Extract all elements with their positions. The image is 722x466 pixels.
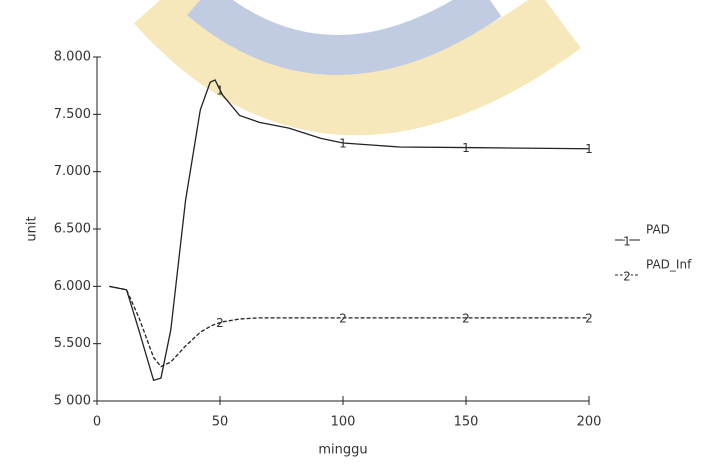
legend-label: PAD xyxy=(646,223,670,237)
y-tick-label: 5.500 xyxy=(54,336,91,351)
x-tick-label: 100 xyxy=(331,415,356,430)
y-tick-label: 6.000 xyxy=(54,279,91,294)
y-tick-label: 7.500 xyxy=(54,107,91,122)
y-tick-label: 6.500 xyxy=(54,222,91,237)
series-marker: 1 xyxy=(216,83,224,97)
series-marker: 2 xyxy=(216,316,224,330)
series-marker: 1 xyxy=(339,137,347,151)
x-axis-label: minggu xyxy=(318,443,367,458)
x-tick-label: 50 xyxy=(212,415,229,430)
series-marker: 2 xyxy=(339,311,347,325)
x-tick-label: 0 xyxy=(93,415,101,430)
x-tick-label: 150 xyxy=(454,415,479,430)
watermark xyxy=(133,0,581,136)
y-tick-label: 7.000 xyxy=(54,164,91,179)
series-line xyxy=(109,79,590,382)
series-marker: 2 xyxy=(462,311,470,325)
legend-marker: 1 xyxy=(623,235,631,249)
x-tick-label: 200 xyxy=(577,415,602,430)
legend-label: PAD_Inf xyxy=(646,258,692,272)
series-line xyxy=(109,285,589,368)
y-tick-label: 5 000 xyxy=(54,394,91,409)
series-marker: 1 xyxy=(585,142,593,156)
y-axis-label: unit xyxy=(25,216,40,241)
series-marker: 2 xyxy=(585,311,593,325)
legend-marker: 2 xyxy=(623,270,631,284)
y-tick-label: 8.000 xyxy=(54,50,91,65)
series-marker: 1 xyxy=(462,141,470,155)
